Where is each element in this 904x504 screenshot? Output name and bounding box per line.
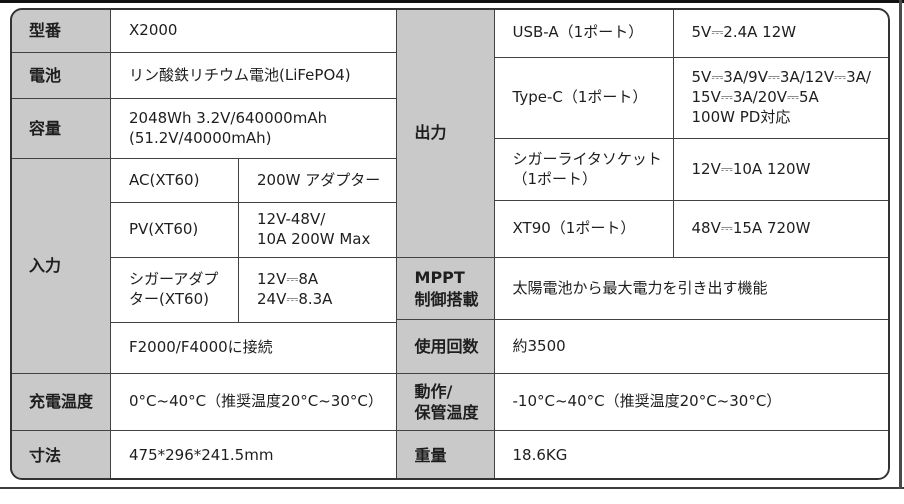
value-dimensions: 475*296*241.5mm [109,430,396,480]
frame-line-top [0,0,904,3]
row-capacity: 容量 2048Wh 3.2V/640000mAh (51.2V/40000mAh… [10,98,396,159]
input-car-name: シガーアダプ ター(XT60) [110,257,239,323]
label-dimensions: 寸法 [10,430,111,480]
output-xt90-value: 48V⎓15A 720W [672,200,890,258]
label-capacity: 容量 [10,98,111,159]
label-battery: 電池 [10,52,111,99]
row-cycles: 使用回数 約3500 [395,319,890,374]
row-charge-temp: 充電温度 0°C~40°C（推奨温度20°C~30°C） [10,373,396,431]
label-model: 型番 [10,8,111,53]
input-ac-name: AC(XT60) [110,158,239,203]
frame-line-right [899,0,902,489]
label-charge-temp: 充電温度 [10,373,111,431]
spec-table-panel: 型番 X2000 電池 リン酸鉄リチウム電池(LiFePO4) 容量 2048W… [10,8,890,480]
row-output-typec: Type-C（1ポート） 5V⎓3A/9V⎓3A/12V⎓3A/ 15V⎓3A/… [396,57,890,139]
label-input: 入力 [10,158,111,374]
row-weight: 重量 18.6KG [395,430,890,480]
value-charge-temp: 0°C~40°C（推奨温度20°C~30°C） [109,373,396,431]
input-ac-value: 200W アダプター [237,158,396,203]
input-car-value: 12V⎓8A 24V⎓8.3A [237,257,396,323]
label-op-temp: 動作/ 保管温度 [395,373,495,431]
frame-line-bottom [0,487,904,489]
output-typec-name: Type-C（1ポート） [493,57,674,139]
spec-table-right: 出力 USB-A（1ポート） 5V⎓2.4A 12W Type-C（1ポート） … [395,8,890,480]
output-usba-name: USB-A（1ポート） [493,8,674,58]
row-model: 型番 X2000 [10,8,396,53]
output-cigar-value: 12V⎓10A 120W [672,138,890,201]
output-usba-value: 5V⎓2.4A 12W [672,8,890,58]
value-mppt: 太陽電池から最大電力を引き出す機能 [493,257,890,320]
input-pv-value: 12V-48V/ 10A 200W Max [237,202,396,258]
row-dimensions: 寸法 475*296*241.5mm [10,430,396,480]
output-cigar-name: シガーライタソケット （1ポート） [493,138,674,201]
row-input-car: シガーアダプ ター(XT60) 12V⎓8A 24V⎓8.3A [11,257,396,323]
value-battery: リン酸鉄リチウム電池(LiFePO4) [109,52,396,99]
input-pv-name: PV(XT60) [110,202,239,258]
row-input-pv: PV(XT60) 12V-48V/ 10A 200W Max [11,202,396,258]
value-model: X2000 [109,8,396,53]
value-cycles: 約3500 [493,319,890,374]
row-input-note: F2000/F4000に接続 [11,322,396,374]
row-input-ac: 入力 AC(XT60) 200W アダプター [10,158,396,374]
input-note: F2000/F4000に接続 [109,322,396,374]
output-xt90-name: XT90（1ポート） [493,200,674,258]
row-output-xt90: XT90（1ポート） 48V⎓15A 720W [396,200,890,258]
row-battery: 電池 リン酸鉄リチウム電池(LiFePO4) [10,52,396,99]
row-output-cigar: シガーライタソケット （1ポート） 12V⎓10A 120W [396,138,890,201]
label-mppt: MPPT 制御搭載 [395,257,495,320]
row-op-temp: 動作/ 保管温度 -10°C~40°C（推奨温度20°C~30°C） [395,373,890,431]
value-weight: 18.6KG [493,430,890,480]
label-cycles: 使用回数 [395,319,495,374]
spec-table-left: 型番 X2000 電池 リン酸鉄リチウム電池(LiFePO4) 容量 2048W… [10,8,396,480]
value-op-temp: -10°C~40°C（推奨温度20°C~30°C） [493,373,890,431]
row-mppt: MPPT 制御搭載 太陽電池から最大電力を引き出す機能 [395,257,890,320]
label-output: 出力 [395,8,495,258]
output-typec-value: 5V⎓3A/9V⎓3A/12V⎓3A/ 15V⎓3A/20V⎓5A 100W P… [672,57,890,139]
value-capacity: 2048Wh 3.2V/640000mAh (51.2V/40000mAh) [109,98,396,159]
row-output-usba: 出力 USB-A（1ポート） 5V⎓2.4A 12W [395,8,890,258]
label-weight: 重量 [395,430,495,480]
